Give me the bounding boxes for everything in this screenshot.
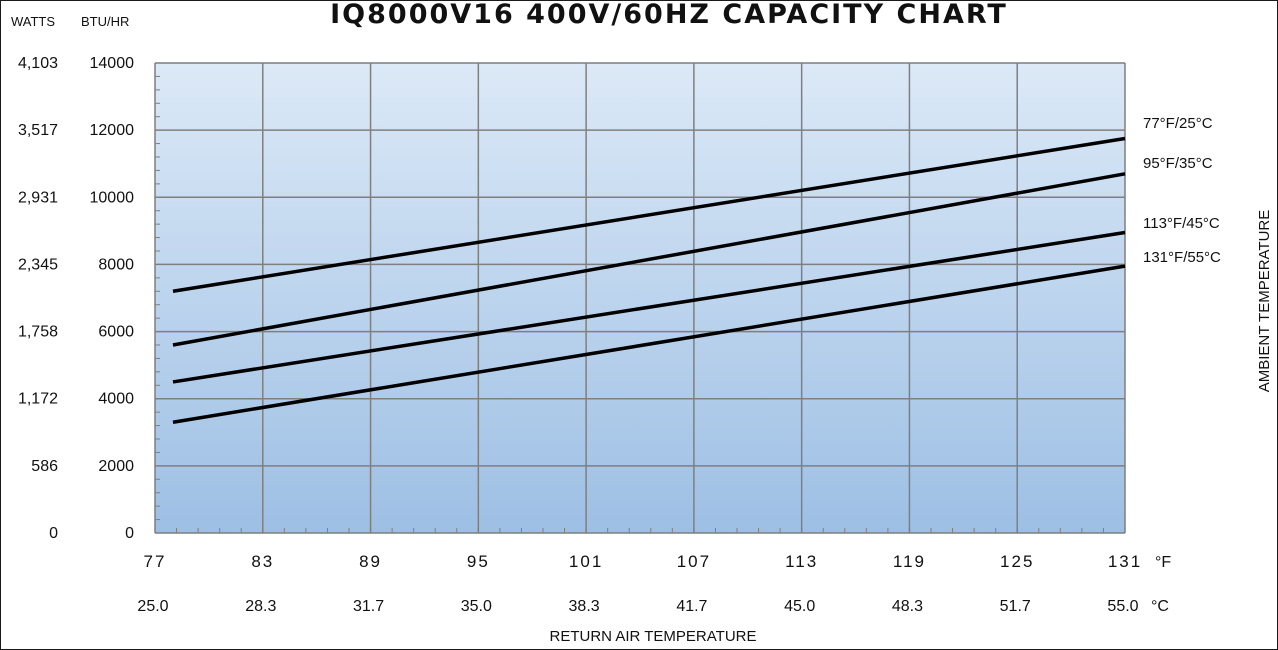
y-tick-label-btu: 4000 <box>98 391 134 408</box>
y-tick-label-watts: 1,172 <box>18 391 58 408</box>
y-tick-label-btu: 8000 <box>98 256 134 273</box>
y-tick-label-btu: 10000 <box>90 189 135 206</box>
x-unit-f: °F <box>1155 554 1171 571</box>
x-tick-label-f: 113 <box>785 552 818 571</box>
x-tick-label-f: 101 <box>569 552 603 571</box>
x-tick-label-f: 89 <box>359 552 382 571</box>
x-tick-label-c: 25.0 <box>137 598 168 615</box>
y-tick-label-watts: 586 <box>31 458 58 475</box>
x-tick-label-f: 107 <box>677 552 711 571</box>
x-unit-c: °C <box>1151 598 1169 615</box>
y-tick-label-watts: 2,931 <box>18 189 58 206</box>
x-tick-label-c: 45.0 <box>784 598 815 615</box>
chart-title: IQ8000V16 400V/60HZ CAPACITY CHART <box>330 1 1008 30</box>
x-tick-label-c: 41.7 <box>676 598 707 615</box>
y-tick-label-btu: 2000 <box>98 458 134 475</box>
y-tick-label-btu: 6000 <box>98 324 134 341</box>
x-axis-title: RETURN AIR TEMPERATURE <box>550 628 757 645</box>
x-tick-label-c: 51.7 <box>1000 598 1031 615</box>
y-tick-label-btu: 14000 <box>90 55 135 72</box>
series-label: 113°F/45°C <box>1143 215 1220 232</box>
y-tick-label-watts: 3,517 <box>18 122 58 139</box>
right-axis-title: AMBIENT TEMPERATURE <box>1256 210 1273 393</box>
series-label: 95°F/35°C <box>1143 155 1213 172</box>
btu-axis-unit: BTU/HR <box>81 14 129 29</box>
x-tick-label-c: 35.0 <box>461 598 492 615</box>
x-tick-label-c: 31.7 <box>353 598 384 615</box>
plot-area <box>155 63 1125 533</box>
x-tick-label-c: 48.3 <box>892 598 923 615</box>
y-tick-label-btu: 0 <box>125 525 134 542</box>
series-label: 77°F/25°C <box>1143 115 1213 132</box>
x-tick-label-c: 38.3 <box>569 598 600 615</box>
y-tick-label-watts: 4,103 <box>18 55 58 72</box>
y-tick-label-watts: 2,345 <box>18 256 58 273</box>
x-tick-label-f: 83 <box>251 552 274 571</box>
x-tick-label-c: 55.0 <box>1107 598 1138 615</box>
x-tick-label-f: 131 <box>1108 552 1142 571</box>
watts-axis-unit: WATTS <box>11 14 55 29</box>
series-label: 131°F/55°C <box>1143 249 1221 266</box>
x-tick-label-f: 119 <box>893 552 926 571</box>
y-tick-label-watts: 0 <box>49 525 58 542</box>
y-tick-label-watts: 1,758 <box>18 324 58 341</box>
x-tick-label-f: 77 <box>144 552 167 571</box>
x-tick-label-f: 95 <box>467 552 490 571</box>
x-tick-label-f: 125 <box>1000 552 1034 571</box>
x-tick-label-c: 28.3 <box>245 598 276 615</box>
y-tick-label-btu: 12000 <box>90 122 135 139</box>
